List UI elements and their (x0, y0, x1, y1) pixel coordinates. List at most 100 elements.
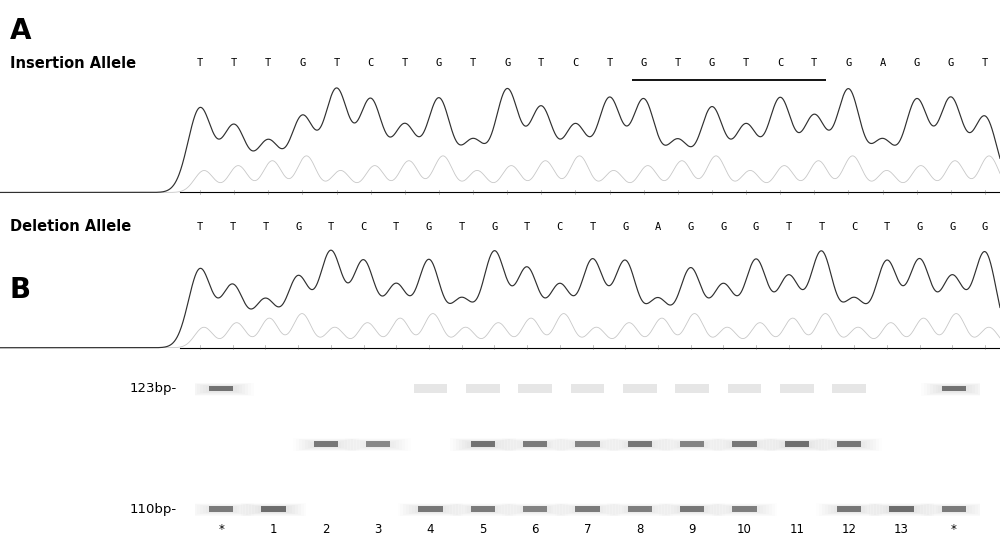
Bar (732, 507, 757, 512)
Text: G: G (491, 222, 498, 232)
Bar (828, 441, 870, 449)
Bar (261, 507, 286, 512)
Bar (456, 440, 510, 450)
Bar (560, 440, 615, 450)
Bar (557, 439, 618, 451)
Bar (938, 386, 969, 392)
Bar (659, 503, 725, 517)
Bar (947, 508, 960, 510)
Text: G: G (641, 58, 647, 68)
Bar (895, 508, 908, 510)
Bar (209, 507, 234, 512)
Bar (619, 505, 661, 514)
Bar (473, 508, 492, 512)
Bar (514, 441, 556, 449)
Text: 10: 10 (737, 523, 752, 536)
Bar (581, 508, 594, 510)
Bar (623, 384, 657, 393)
Text: T: T (884, 222, 890, 232)
Text: A: A (655, 222, 661, 232)
Bar (424, 508, 437, 510)
Bar (409, 505, 452, 514)
Text: G: G (688, 222, 694, 232)
Text: G: G (436, 58, 442, 68)
Bar (520, 441, 551, 447)
Bar (212, 387, 231, 390)
Bar (571, 384, 604, 393)
Text: T: T (538, 58, 544, 68)
Bar (526, 442, 545, 446)
Bar (194, 504, 248, 515)
Bar (717, 504, 772, 515)
Text: Deletion Allele: Deletion Allele (10, 220, 131, 234)
Bar (471, 441, 495, 447)
Bar (188, 503, 254, 517)
Bar (892, 508, 911, 512)
Bar (790, 443, 803, 446)
Bar (191, 383, 251, 395)
Text: *: * (218, 523, 224, 536)
Bar (671, 441, 713, 449)
Bar (450, 503, 516, 517)
Text: C: C (368, 58, 374, 68)
Bar (662, 504, 722, 516)
Bar (624, 507, 655, 513)
Text: G: G (914, 58, 920, 68)
Bar (680, 507, 705, 512)
Bar (613, 504, 667, 515)
Bar (517, 506, 553, 513)
Bar (406, 505, 455, 514)
Bar (622, 506, 658, 513)
Text: G: G (845, 58, 852, 68)
Bar (345, 439, 411, 451)
Bar (627, 442, 652, 447)
Bar (834, 441, 865, 447)
Bar (936, 385, 972, 393)
Bar (924, 383, 984, 395)
Bar (787, 442, 806, 446)
Bar (728, 384, 761, 393)
Bar (610, 439, 670, 451)
Bar (822, 440, 876, 450)
Bar (566, 505, 609, 514)
Text: T: T (197, 58, 203, 68)
Bar (467, 441, 498, 447)
Bar (822, 504, 876, 515)
Bar (191, 504, 251, 516)
Bar (785, 441, 809, 447)
Bar (572, 441, 603, 447)
Bar (555, 439, 620, 451)
Bar (412, 506, 449, 513)
Bar (575, 507, 600, 512)
Bar (209, 387, 234, 392)
Bar (825, 505, 873, 514)
Bar (843, 443, 856, 446)
Text: G: G (753, 222, 759, 232)
Bar (840, 442, 859, 446)
Bar (572, 507, 603, 513)
Bar (784, 442, 809, 447)
Bar (630, 508, 649, 512)
Bar (732, 441, 757, 447)
Bar (459, 440, 507, 450)
Text: T: T (402, 58, 408, 68)
Bar (511, 440, 559, 450)
Bar (933, 505, 975, 514)
Bar (773, 440, 821, 450)
Bar (566, 441, 609, 449)
Bar (738, 508, 751, 510)
Bar (889, 507, 914, 512)
Bar (927, 504, 981, 515)
Bar (720, 440, 769, 450)
Bar (465, 506, 501, 513)
Bar (831, 506, 867, 513)
Bar (505, 439, 565, 451)
Bar (414, 384, 447, 393)
Bar (296, 439, 356, 451)
Bar (781, 441, 812, 447)
Bar (523, 507, 547, 512)
Text: T: T (328, 222, 334, 232)
Text: T: T (459, 222, 465, 232)
Bar (575, 507, 600, 512)
Bar (517, 441, 553, 448)
